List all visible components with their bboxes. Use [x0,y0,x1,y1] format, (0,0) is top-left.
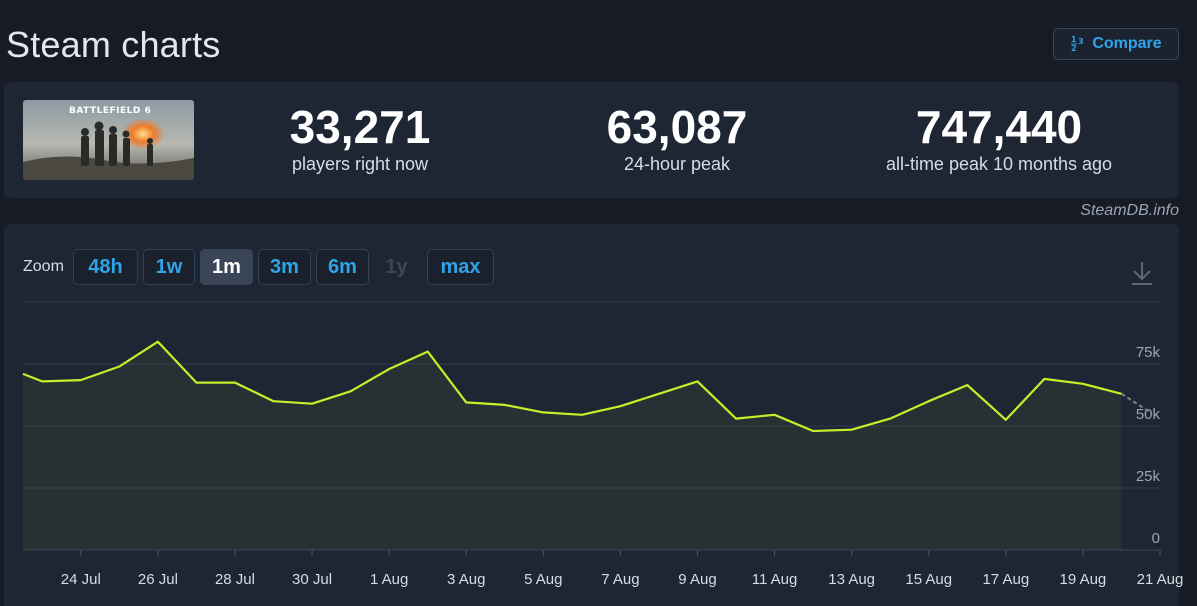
page-title: Steam charts [6,24,221,65]
x-tick-label: 9 Aug [678,571,716,588]
steamdb-credit[interactable]: SteamDB.info [1080,202,1179,219]
forecast-line [1120,392,1151,414]
x-tick-label: 15 Aug [905,571,952,588]
download-icon[interactable] [1130,260,1154,286]
compare-icon: 1 3 2 [1070,34,1086,54]
y-tick-label: 25k [1136,468,1161,485]
x-tick-label: 19 Aug [1060,571,1107,588]
stat-label: players right now [291,154,429,174]
zoom-1m-button[interactable]: 1m [200,249,253,285]
series-line [22,340,1122,433]
game-thumbnail-title: BATTLEFIELD 6 [69,106,152,116]
chart-panel: Zoom 48h 1w 1m 3m 6m 1y max [4,224,1179,606]
zoom-48h-button[interactable]: 48h [73,249,138,285]
x-tick-label: 5 Aug [524,571,562,588]
zoom-3m-button[interactable]: 3m [258,249,311,285]
stats-panel: BATTLEFIELD 6 33,271 players right now 6… [4,82,1179,198]
x-tick-label: 11 Aug [752,571,798,588]
stat-24h-peak: 63,087 24-hour peak [577,102,777,175]
svg-text:3: 3 [1078,37,1084,46]
series-area [23,341,1122,550]
svg-text:2: 2 [1071,44,1077,52]
x-tick-label: 28 Jul [215,571,255,588]
stat-players-now: 33,271 players right now [260,102,460,175]
zoom-max-button[interactable]: max [427,249,494,285]
x-tick-label: 17 Aug [982,571,1029,588]
stat-value: 747,440 [915,101,1083,153]
x-tick-label: 1 Aug [370,571,408,588]
y-tick-label: 0 [1152,530,1160,547]
stat-value: 63,087 [606,101,748,153]
y-tick-label: 50k [1136,406,1161,423]
stat-label: 24-hour peak [623,154,731,174]
zoom-6m-button[interactable]: 6m [316,249,369,285]
compare-button[interactable]: 1 3 2 Compare [1053,28,1179,60]
svg-text:1: 1 [1071,35,1077,44]
x-tick-label: 7 Aug [601,571,639,588]
x-tick-label: 30 Jul [292,571,332,588]
zoom-1w-button[interactable]: 1w [143,249,195,285]
x-tick-label: 26 Jul [138,571,178,588]
stat-label: all-time peak 10 months ago [885,154,1113,174]
game-thumbnail[interactable]: BATTLEFIELD 6 [23,100,194,180]
x-tick-label: 13 Aug [828,571,875,588]
compare-label: Compare [1092,35,1162,52]
y-tick-label: 75k [1136,344,1161,361]
x-tick-label: 24 Jul [61,571,101,588]
zoom-label: Zoom [23,258,64,275]
stat-all-time-peak: 747,440 all-time peak 10 months ago [849,102,1149,175]
x-tick-label: 3 Aug [447,571,485,588]
x-tick-label: 21 Aug [1137,571,1184,588]
zoom-1y-button: 1y [385,255,408,278]
stat-value: 33,271 [289,101,431,153]
